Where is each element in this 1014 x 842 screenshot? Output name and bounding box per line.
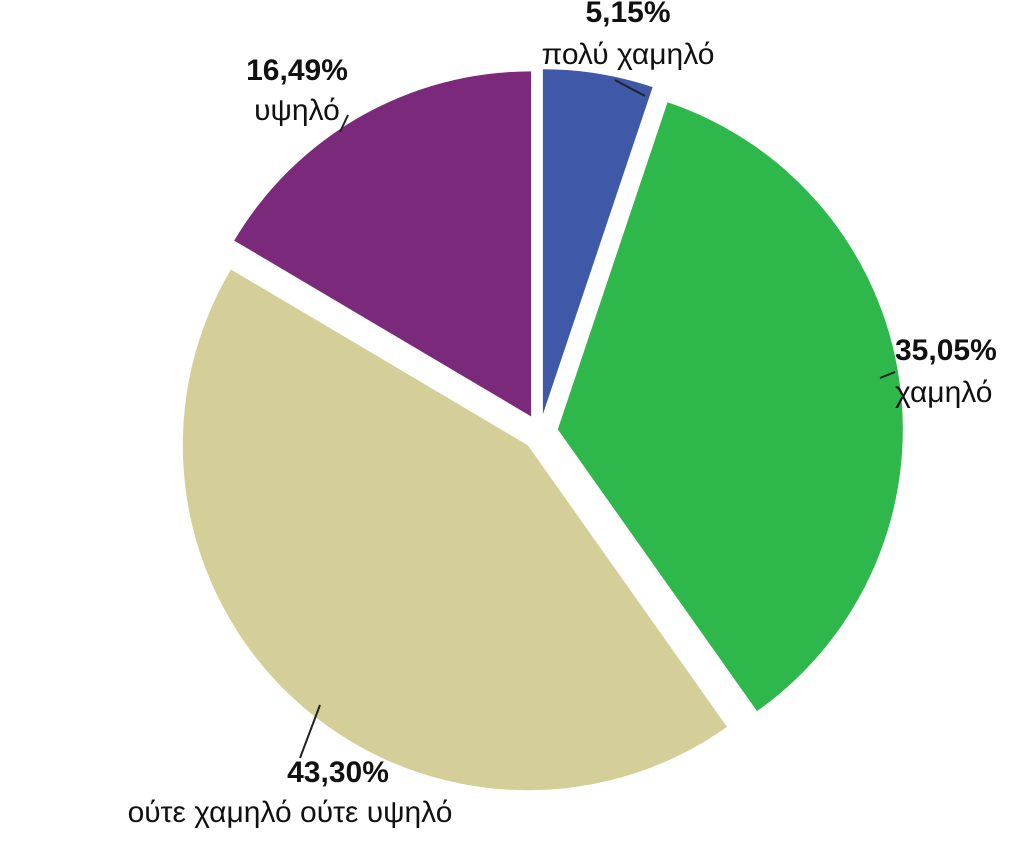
pie-slice <box>182 269 727 791</box>
pie-slice <box>234 71 532 417</box>
leader-line <box>299 704 321 759</box>
value-label: 35,05% <box>895 334 997 367</box>
leader-line <box>879 371 896 379</box>
category-label: υψηλό <box>254 94 340 127</box>
value-label: 5,15% <box>585 0 670 29</box>
leader-line <box>339 114 349 133</box>
category-label: ούτε χαμηλό ούτε υψηλό <box>128 796 453 829</box>
value-label: 16,49% <box>246 54 348 87</box>
pie-slice <box>557 102 903 712</box>
category-label: χαμηλό <box>895 376 993 409</box>
leader-line <box>614 79 646 97</box>
pie-slice <box>542 69 653 415</box>
category-label: πολύ χαμηλό <box>542 38 715 71</box>
value-label: 43,30% <box>287 756 389 789</box>
